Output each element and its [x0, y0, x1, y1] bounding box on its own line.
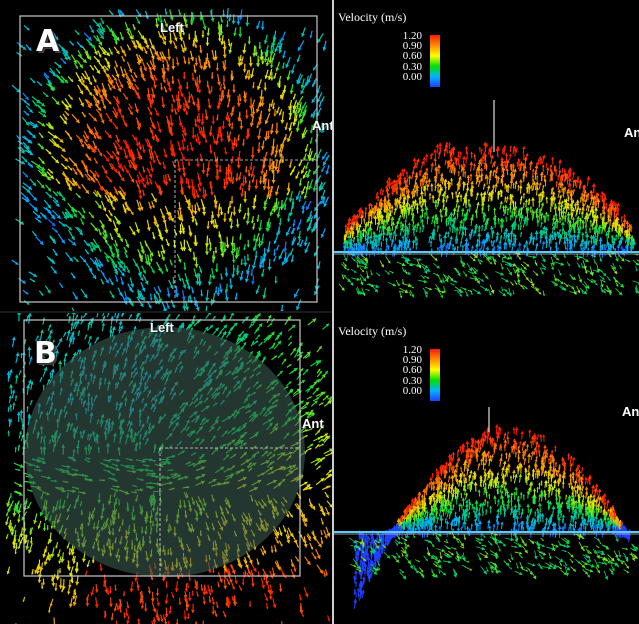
panel-b-vector-field [5, 312, 332, 624]
panel-b-legend-title: Velocity (m/s) [338, 324, 407, 338]
panel-a-ant-label: Ant [312, 118, 332, 133]
legend-tick: 0.00 [402, 384, 422, 397]
vertical-divider [332, 0, 334, 624]
legend-tick: 1.20 [402, 344, 422, 356]
panel-b-side-vector-field [334, 407, 639, 609]
legend-tick: 0.30 [402, 60, 422, 73]
legend-tick: 1.20 [402, 30, 422, 42]
panel-a-side-view: Velocity (m/s) 1.20 0.90 0.60 0.30 0.00 … [334, 0, 639, 312]
panel-a-vector-field [11, 8, 330, 312]
legend-tick: 0.30 [402, 374, 422, 387]
panel-a-legend-colorbar [430, 35, 440, 87]
legend-tick: 0.90 [402, 40, 422, 53]
panel-b-legend-ticks: 1.20 0.90 0.60 0.30 0.00 [392, 344, 422, 397]
legend-tick: 0.00 [402, 70, 422, 83]
panel-a-letter: A [36, 24, 61, 59]
legend-tick: 0.60 [402, 50, 422, 63]
panel-b-ant-label: Ant [302, 416, 324, 431]
panel-a-side-vector-field [334, 100, 639, 299]
panel-b-left-label: Left [150, 320, 174, 335]
panel-a-legend-ticks: 1.20 0.90 0.60 0.30 0.00 [392, 30, 422, 83]
panel-b-legend-colorbar [430, 349, 440, 401]
panel-b-letter: B [34, 336, 58, 371]
legend-tick: 0.60 [402, 364, 422, 377]
panel-a-side-ant-label: Ant [624, 125, 639, 140]
horizontal-divider [0, 311, 332, 313]
panel-b-side-view: Velocity (m/s) 1.20 0.90 0.60 0.30 0.00 … [334, 312, 639, 624]
panel-b-top-view: B Left Ant [0, 312, 332, 624]
panel-a-left-label: Left [160, 20, 184, 35]
panel-a-legend-title: Velocity (m/s) [338, 10, 407, 24]
panel-a-top-view: A Left Ant [0, 0, 332, 312]
legend-tick: 0.90 [402, 354, 422, 367]
panel-b-side-ant-label: Ant [622, 404, 639, 419]
